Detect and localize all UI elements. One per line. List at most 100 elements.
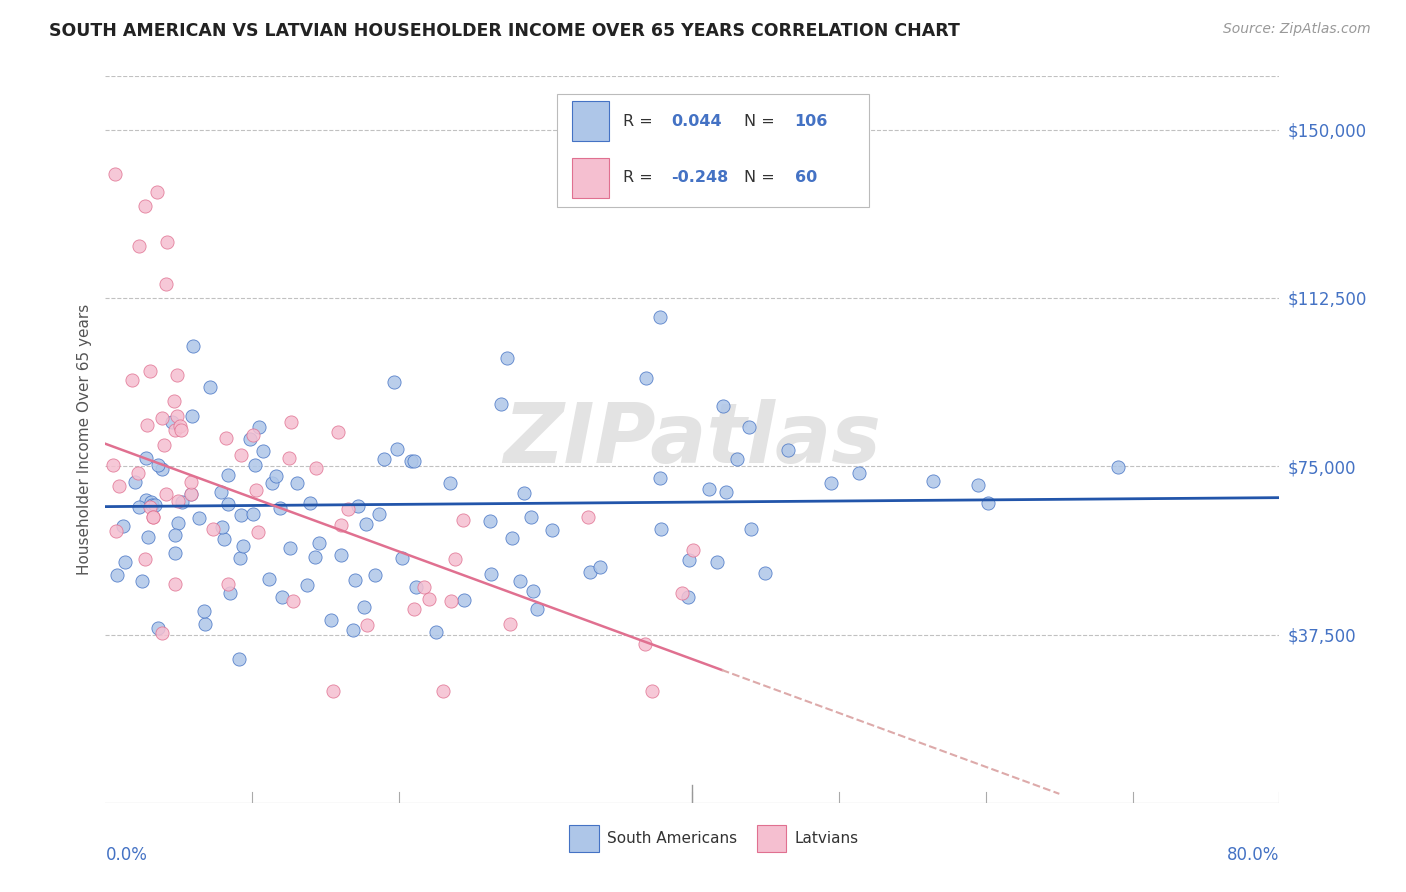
Point [167, 494, 190, 508]
Point [578, 509, 600, 524]
Point [412, 580, 434, 594]
Point [278, 541, 301, 556]
Point [138, 364, 160, 378]
Point [111, 519, 134, 533]
Point [217, 497, 239, 511]
Point [650, 523, 672, 537]
Point [342, 624, 364, 638]
Point [509, 574, 531, 588]
FancyBboxPatch shape [571, 158, 609, 198]
Point [479, 567, 502, 582]
Point [245, 458, 267, 472]
Point [271, 591, 294, 605]
Point [194, 616, 217, 631]
Point [155, 487, 177, 501]
Point [134, 199, 156, 213]
Point [245, 483, 267, 498]
Point [648, 310, 671, 324]
Point [347, 499, 370, 513]
Point [308, 536, 330, 550]
Point [671, 586, 693, 600]
Point [242, 428, 264, 442]
Text: Source: ZipAtlas.com: Source: ZipAtlas.com [1223, 22, 1371, 37]
Point [142, 509, 165, 524]
Point [305, 461, 328, 475]
Point [139, 500, 162, 514]
Point [170, 423, 193, 437]
Point [209, 485, 232, 500]
FancyBboxPatch shape [756, 824, 786, 852]
Point [124, 475, 146, 489]
Point [127, 466, 149, 480]
Point [697, 483, 720, 497]
Point [513, 486, 536, 500]
Point [128, 500, 150, 515]
Point [217, 577, 239, 591]
Point [522, 584, 544, 599]
Point [229, 448, 252, 462]
Point [219, 586, 242, 600]
Point [150, 410, 173, 425]
Point [180, 487, 202, 501]
Point [135, 450, 157, 465]
Point [776, 442, 799, 457]
Point [496, 351, 519, 365]
Point [526, 602, 548, 616]
Point [353, 600, 375, 615]
Text: 106: 106 [794, 114, 828, 128]
Point [520, 510, 543, 524]
Point [135, 493, 157, 508]
Point [166, 409, 188, 424]
Point [501, 532, 523, 546]
Point [319, 613, 342, 627]
Text: ZIPatlas: ZIPatlas [503, 399, 882, 480]
Point [166, 368, 188, 382]
Point [146, 185, 169, 199]
FancyBboxPatch shape [557, 94, 869, 207]
Point [725, 451, 748, 466]
Point [579, 566, 602, 580]
Point [131, 574, 153, 589]
Point [163, 546, 186, 560]
Point [336, 501, 359, 516]
Point [252, 444, 274, 458]
Point [165, 577, 187, 591]
Point [444, 551, 467, 566]
Point [104, 167, 127, 181]
Point [297, 578, 319, 592]
Text: Latvians: Latvians [794, 831, 859, 846]
Point [401, 454, 423, 468]
Point [121, 373, 143, 387]
Point [108, 479, 131, 493]
Point [453, 593, 475, 607]
Point [180, 486, 202, 500]
Point [105, 567, 128, 582]
Point [344, 574, 367, 588]
Point [326, 425, 349, 439]
Point [103, 458, 125, 472]
Point [163, 393, 186, 408]
Point [363, 567, 385, 582]
Point [269, 501, 291, 516]
Point [150, 626, 173, 640]
Point [330, 549, 353, 563]
Text: 80.0%: 80.0% [1227, 847, 1279, 864]
Point [281, 593, 304, 607]
Point [165, 423, 187, 437]
Text: South Americans: South Americans [607, 831, 737, 846]
Point [163, 527, 186, 541]
Point [738, 419, 761, 434]
Point [134, 552, 156, 566]
Point [967, 477, 990, 491]
Point [180, 475, 202, 489]
Point [211, 520, 233, 534]
Point [172, 495, 194, 509]
Point [198, 380, 221, 394]
Point [136, 418, 159, 433]
Point [650, 471, 672, 485]
Point [304, 549, 326, 564]
Point [634, 637, 657, 651]
Point [150, 462, 173, 476]
Point [128, 238, 150, 252]
Point [329, 518, 352, 533]
